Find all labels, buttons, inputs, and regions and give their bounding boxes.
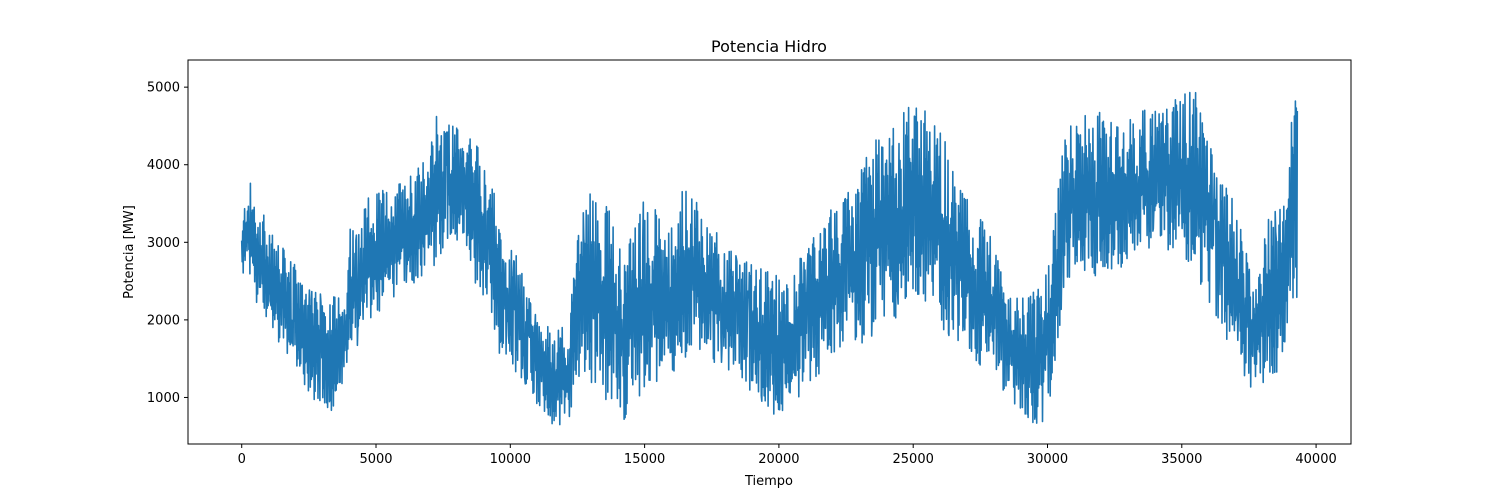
chart-title: Potencia Hidro xyxy=(711,37,827,56)
x-tick-label: 10000 xyxy=(490,452,531,467)
y-axis: 1000 2000 3000 4000 5000 xyxy=(147,81,188,406)
x-axis-label: Tiempo xyxy=(744,474,793,489)
series-line xyxy=(240,91,1299,426)
y-tick-label: 4000 xyxy=(147,158,180,173)
x-tick-label: 30000 xyxy=(1027,452,1068,467)
x-tick-label: 0 xyxy=(238,452,246,467)
x-axis: 0 5000 10000 15000 20000 25000 30000 35000 40000 xyxy=(238,444,1337,467)
plot-frame xyxy=(187,59,1352,445)
x-tick-label: 40000 xyxy=(1295,452,1336,467)
x-tick-label: 25000 xyxy=(893,452,934,467)
x-tick-label: 20000 xyxy=(758,452,799,467)
x-tick-label: 5000 xyxy=(359,452,392,467)
x-tick-label: 35000 xyxy=(1161,452,1202,467)
y-tick-label: 5000 xyxy=(147,81,180,96)
series-layer xyxy=(240,91,1299,426)
x-tick-label: 15000 xyxy=(624,452,665,467)
y-tick-label: 3000 xyxy=(147,236,180,251)
y-tick-label: 2000 xyxy=(147,313,180,328)
y-tick-label: 1000 xyxy=(147,391,180,406)
y-axis-label: Potencia [MW] xyxy=(122,205,137,299)
